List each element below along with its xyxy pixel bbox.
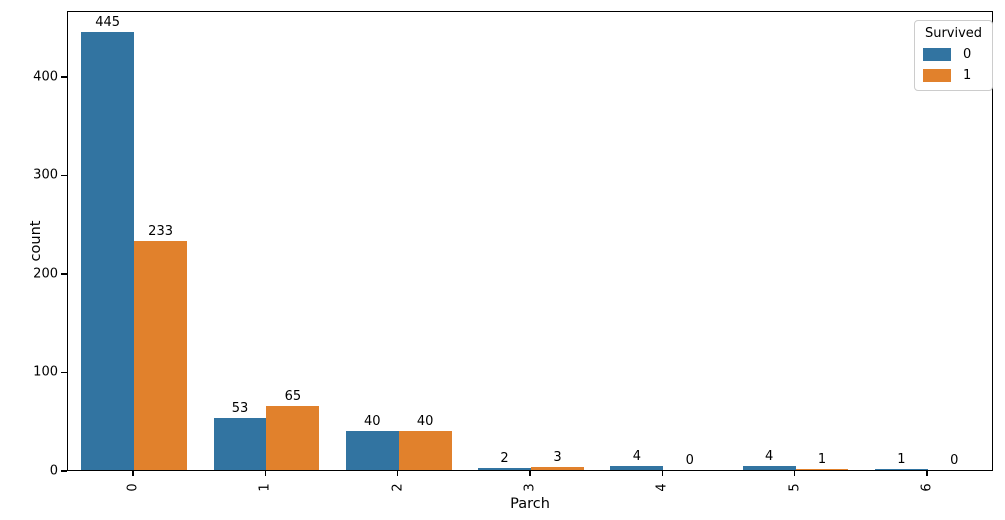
bar-value-label: 53 <box>231 400 249 416</box>
x-axis-label: Parch <box>510 496 550 512</box>
bar-parch-4-survived-0 <box>610 466 664 470</box>
legend-swatch-series-0 <box>923 48 951 61</box>
bar-parch-6-survived-0 <box>874 469 928 470</box>
x-tick-mark <box>529 471 531 476</box>
legend-swatch-series-1 <box>923 69 951 82</box>
bar-value-label: 2 <box>500 451 509 467</box>
y-tick-label: 300 <box>33 167 58 183</box>
x-tick-mark <box>264 471 267 476</box>
x-tick-label: 0 <box>125 483 141 492</box>
bar-parch-3-survived-1 <box>531 467 584 470</box>
plot-area: 445 53 40 2 4 4 1 233 65 40 3 0 1 0 <box>67 11 993 471</box>
legend-label: 1 <box>963 68 972 83</box>
y-axis-label: count <box>28 220 44 262</box>
legend-title: Survived <box>924 26 983 41</box>
y-tick-label: 400 <box>33 69 58 85</box>
x-tick-mark <box>661 471 663 476</box>
x-tick-label: 3 <box>522 483 538 492</box>
bar-value-label: 4 <box>632 449 641 465</box>
x-tick-mark <box>926 471 928 476</box>
y-tick-mark <box>61 470 67 472</box>
bar-value-label: 1 <box>897 452 906 468</box>
bar-value-label: 40 <box>416 413 434 429</box>
x-tick-mark <box>132 471 134 476</box>
bar-value-label: 0 <box>950 453 959 468</box>
bar-parch-1-survived-1 <box>266 405 320 470</box>
x-tick-label: 1 <box>257 483 273 492</box>
bar-value-label: 4 <box>764 449 774 465</box>
bar-value-label: 65 <box>284 388 302 404</box>
x-tick-label: 4 <box>654 483 670 492</box>
bar-value-label: 3 <box>553 450 562 466</box>
bar-value-label: 0 <box>685 453 694 468</box>
y-tick-mark <box>61 371 67 374</box>
y-tick-mark <box>61 76 67 78</box>
bar-value-label: 1 <box>817 452 827 468</box>
bar-value-label: 445 <box>95 14 121 30</box>
x-tick-label: 5 <box>787 483 803 492</box>
legend: Survived 0 1 <box>914 20 993 91</box>
bar-parch-2-survived-0 <box>345 430 399 470</box>
x-tick-label: 6 <box>919 483 935 492</box>
legend-entry: 0 <box>923 47 984 62</box>
bar-parch-2-survived-1 <box>398 430 452 470</box>
legend-label: 0 <box>963 47 972 62</box>
y-tick-mark <box>61 273 67 275</box>
bar-parch-1-survived-0 <box>213 417 267 470</box>
bar-parch-0-survived-1 <box>134 240 188 470</box>
bar-parch-3-survived-0 <box>478 468 531 470</box>
bar-parch-5-survived-1 <box>795 469 849 470</box>
bar-value-label: 233 <box>148 223 174 239</box>
bar-value-label: 40 <box>363 413 381 429</box>
x-tick-mark <box>793 471 796 476</box>
legend-entry: 1 <box>923 68 984 83</box>
x-tick-mark <box>397 471 399 476</box>
bar-parch-0-survived-0 <box>81 31 135 470</box>
y-tick-label: 0 <box>49 463 58 479</box>
bar-parch-5-survived-0 <box>742 466 796 470</box>
y-tick-label: 200 <box>33 266 58 282</box>
y-tick-mark <box>61 174 67 177</box>
y-tick-label: 100 <box>33 364 58 380</box>
x-tick-label: 2 <box>390 483 406 492</box>
